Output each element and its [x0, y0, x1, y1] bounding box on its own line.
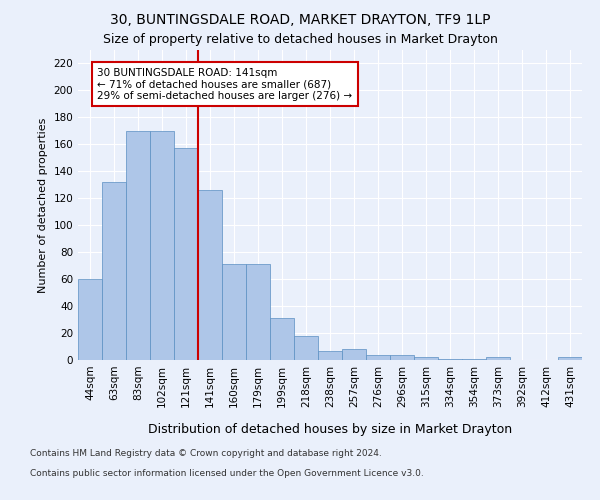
Bar [342, 349, 366, 360]
Bar [390, 354, 414, 360]
Bar [246, 264, 270, 360]
Bar [486, 358, 510, 360]
Bar [222, 264, 246, 360]
Text: Distribution of detached houses by size in Market Drayton: Distribution of detached houses by size … [148, 422, 512, 436]
Bar [270, 318, 294, 360]
Bar [78, 279, 102, 360]
Text: 30, BUNTINGSDALE ROAD, MARKET DRAYTON, TF9 1LP: 30, BUNTINGSDALE ROAD, MARKET DRAYTON, T… [110, 12, 490, 26]
Text: Contains HM Land Registry data © Crown copyright and database right 2024.: Contains HM Land Registry data © Crown c… [30, 448, 382, 458]
Bar [558, 358, 582, 360]
Bar [438, 358, 462, 360]
Text: Contains public sector information licensed under the Open Government Licence v3: Contains public sector information licen… [30, 468, 424, 477]
Bar [462, 358, 486, 360]
Bar [366, 354, 390, 360]
Bar [126, 131, 150, 360]
Bar [198, 190, 222, 360]
Bar [150, 131, 174, 360]
Text: Size of property relative to detached houses in Market Drayton: Size of property relative to detached ho… [103, 32, 497, 46]
Bar [318, 350, 342, 360]
Bar [174, 148, 198, 360]
Bar [102, 182, 126, 360]
Bar [294, 336, 318, 360]
Bar [414, 358, 438, 360]
Y-axis label: Number of detached properties: Number of detached properties [38, 118, 48, 292]
Text: 30 BUNTINGSDALE ROAD: 141sqm
← 71% of detached houses are smaller (687)
29% of s: 30 BUNTINGSDALE ROAD: 141sqm ← 71% of de… [97, 68, 352, 100]
